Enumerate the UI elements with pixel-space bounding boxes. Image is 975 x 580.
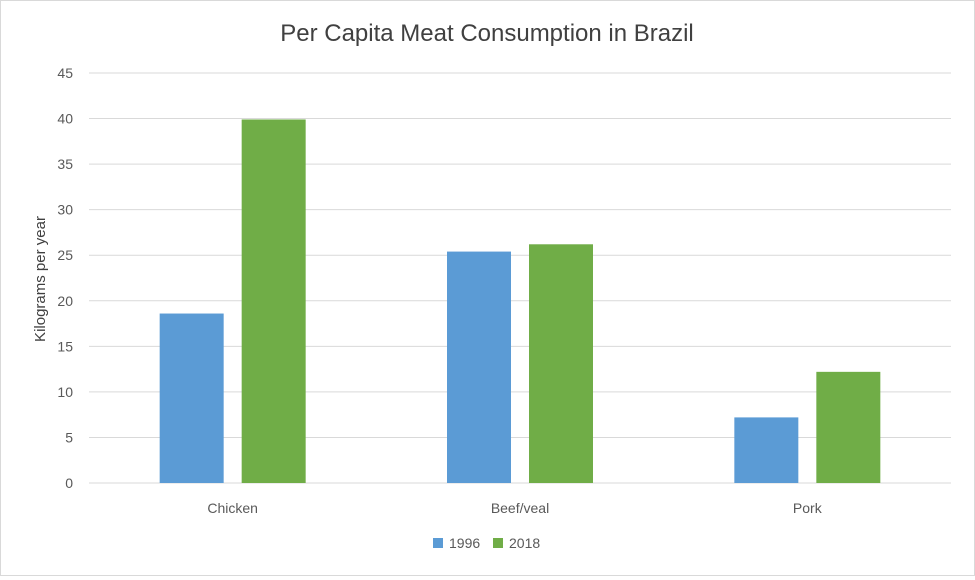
chart-title: Per Capita Meat Consumption in Brazil — [280, 20, 694, 47]
bar-1996-beef-veal — [447, 251, 511, 483]
y-tick-label: 0 — [65, 475, 73, 491]
bar-1996-pork — [734, 417, 799, 483]
legend-label-2018: 2018 — [509, 535, 540, 551]
legend-swatch-2018 — [493, 538, 503, 548]
gridlines — [89, 72, 951, 484]
y-tick-labels: 0 5 10 15 20 25 30 35 40 45 — [57, 65, 73, 491]
y-tick-label: 40 — [57, 111, 73, 127]
y-tick-label: 35 — [57, 156, 73, 172]
y-axis-label: Kilograms per year — [32, 216, 49, 342]
bar-2018-chicken — [241, 119, 306, 483]
bar-2018-pork — [816, 371, 881, 483]
y-tick-label: 45 — [57, 65, 73, 81]
x-tick-labels: Chicken Beef/veal Pork — [207, 500, 822, 516]
y-tick-label: 30 — [57, 202, 73, 218]
legend-swatch-1996 — [433, 538, 443, 548]
bars — [159, 119, 881, 483]
x-tick-label: Chicken — [207, 500, 258, 516]
legend: 1996 2018 — [433, 535, 540, 551]
y-tick-label: 20 — [57, 293, 73, 309]
x-tick-label: Pork — [793, 500, 823, 516]
x-tick-label: Beef/veal — [491, 500, 549, 516]
y-tick-label: 10 — [57, 384, 73, 400]
bar-1996-chicken — [159, 313, 224, 483]
y-tick-label: 25 — [57, 247, 73, 263]
legend-label-1996: 1996 — [449, 535, 480, 551]
y-tick-label: 15 — [57, 338, 73, 354]
bar-2018-beef-veal — [529, 244, 593, 483]
y-tick-label: 5 — [65, 429, 73, 445]
